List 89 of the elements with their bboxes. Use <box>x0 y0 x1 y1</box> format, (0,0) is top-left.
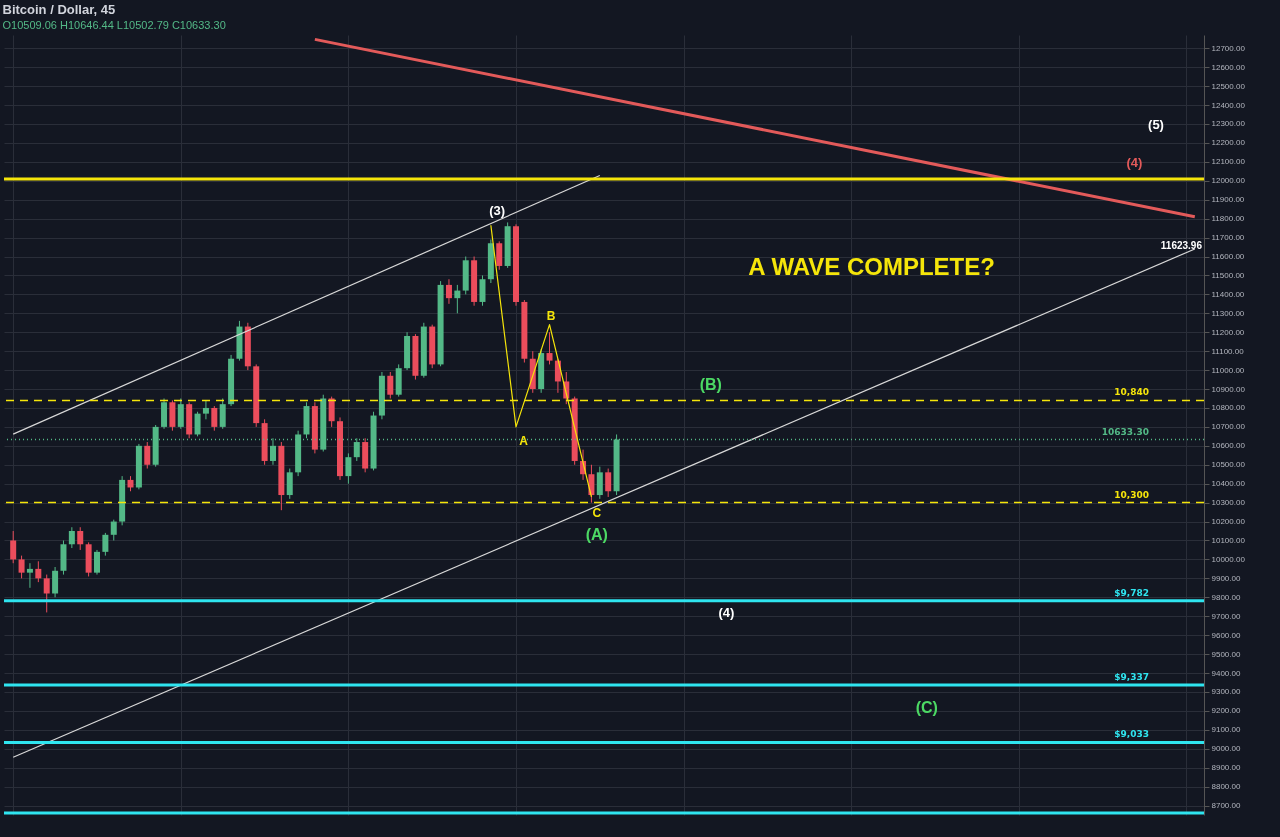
candlestick <box>219 398 226 430</box>
y-tick-label: 11700.00 <box>1211 233 1245 243</box>
annotation: B <box>546 308 556 323</box>
candlestick <box>68 526 75 549</box>
y-tick-label: 10400.00 <box>1211 479 1246 489</box>
y-tick-label: 9200.00 <box>1211 706 1241 716</box>
y-tick-label: 11800.00 <box>1211 214 1245 224</box>
annotation: (4) <box>1126 154 1143 170</box>
y-tick-label: 12300.00 <box>1211 119 1246 129</box>
chart-subtitle: O10509.06 H10646.44 L10502.79 C10633.30 <box>2 19 226 31</box>
annotation: C <box>592 506 602 521</box>
y-tick-label: 10700.00 <box>1211 422 1246 432</box>
candlestick <box>144 441 151 470</box>
candlestick <box>93 549 100 576</box>
y-tick-label: 10800.00 <box>1211 403 1246 413</box>
y-tick-label: 10900.00 <box>1211 384 1246 394</box>
candlestick <box>286 468 293 500</box>
y-tick-label: 11100.00 <box>1211 346 1245 356</box>
candlestick <box>10 530 17 564</box>
candlestick <box>211 405 218 432</box>
candlestick <box>26 562 33 589</box>
candlestick <box>43 574 50 613</box>
y-tick-label: 11300.00 <box>1211 308 1245 318</box>
candlestick <box>18 555 25 579</box>
annotation: (4) <box>718 604 735 620</box>
candlestick <box>328 396 335 428</box>
annotation: (A) <box>585 525 608 543</box>
annotation: (3) <box>489 202 506 218</box>
ref-line-label: $9,337 <box>1114 671 1149 682</box>
y-tick-label: 11500.00 <box>1211 270 1245 280</box>
candlestick <box>194 411 201 437</box>
candlestick <box>52 566 59 598</box>
y-tick-label: 12700.00 <box>1211 43 1246 53</box>
candlestick <box>387 371 394 399</box>
y-tick-label: 9800.00 <box>1211 592 1241 602</box>
candlestick <box>546 331 553 365</box>
y-tick-label: 9100.00 <box>1211 725 1241 735</box>
candlestick <box>496 240 503 271</box>
candlestick <box>177 398 184 430</box>
y-tick-label: 12200.00 <box>1211 138 1246 148</box>
y-tick-label: 8900.00 <box>1211 763 1241 773</box>
candlestick <box>596 466 603 500</box>
annotation: (C) <box>915 699 938 717</box>
y-tick-label: 12600.00 <box>1211 62 1246 72</box>
ref-line-label: $9,782 <box>1114 587 1149 598</box>
annotation: (B) <box>699 376 722 394</box>
y-tick-label: 10300.00 <box>1211 498 1246 508</box>
candlestick <box>202 399 209 420</box>
candlestick <box>77 526 84 551</box>
candlestick <box>35 560 42 583</box>
y-tick-label: 10200.00 <box>1211 517 1246 527</box>
y-tick-label: 11200.00 <box>1211 327 1245 337</box>
y-tick-label: 12500.00 <box>1211 81 1246 91</box>
y-tick-label: 11600.00 <box>1211 252 1245 261</box>
y-tick-label: 12100.00 <box>1211 157 1246 167</box>
y-tick-label: 10500.00 <box>1211 460 1246 470</box>
y-tick-label: 10600.00 <box>1211 441 1246 451</box>
y-tick-label: 10000.00 <box>1211 554 1246 564</box>
y-tick-label: 12400.00 <box>1211 100 1246 110</box>
annotation: A <box>519 433 529 448</box>
y-tick-label: 9500.00 <box>1211 649 1241 659</box>
y-tick-label: 9900.00 <box>1211 573 1241 583</box>
y-tick-label: 12000.00 <box>1211 176 1246 186</box>
y-tick-label: 9000.00 <box>1211 744 1241 754</box>
y-tick-label: 11000.00 <box>1211 365 1245 375</box>
ref-line-label: 10,300 <box>1114 489 1149 500</box>
annotation: (5) <box>1148 116 1164 132</box>
candlestick <box>110 519 117 541</box>
candlestick <box>345 452 352 485</box>
y-tick-label: 8700.00 <box>1211 801 1241 811</box>
y-tick-label: 11400.00 <box>1211 289 1245 299</box>
candlestick <box>445 278 452 305</box>
ref-line-label: $9,033 <box>1114 729 1149 740</box>
y-tick-label: 10100.00 <box>1211 535 1246 545</box>
y-tick-label: 8800.00 <box>1211 782 1241 792</box>
candlestick <box>454 284 461 314</box>
chart-title: Bitcoin / Dollar, 45 <box>2 2 116 17</box>
annotation: A WAVE COMPLETE? <box>748 253 995 281</box>
ref-line-label: 10633.30 <box>1101 426 1149 437</box>
y-tick-label: 9600.00 <box>1211 630 1241 640</box>
candlestick <box>479 274 486 307</box>
candlestick <box>605 468 612 498</box>
y-tick-label: 9300.00 <box>1211 687 1241 697</box>
annotation: 11623.96 <box>1160 239 1203 251</box>
y-tick-label: 11900.00 <box>1211 195 1245 205</box>
y-tick-label: 9400.00 <box>1211 668 1241 678</box>
ref-line-label: 10,840 <box>1114 387 1149 398</box>
y-tick-label: 9700.00 <box>1211 611 1241 621</box>
candlestick <box>102 532 109 557</box>
